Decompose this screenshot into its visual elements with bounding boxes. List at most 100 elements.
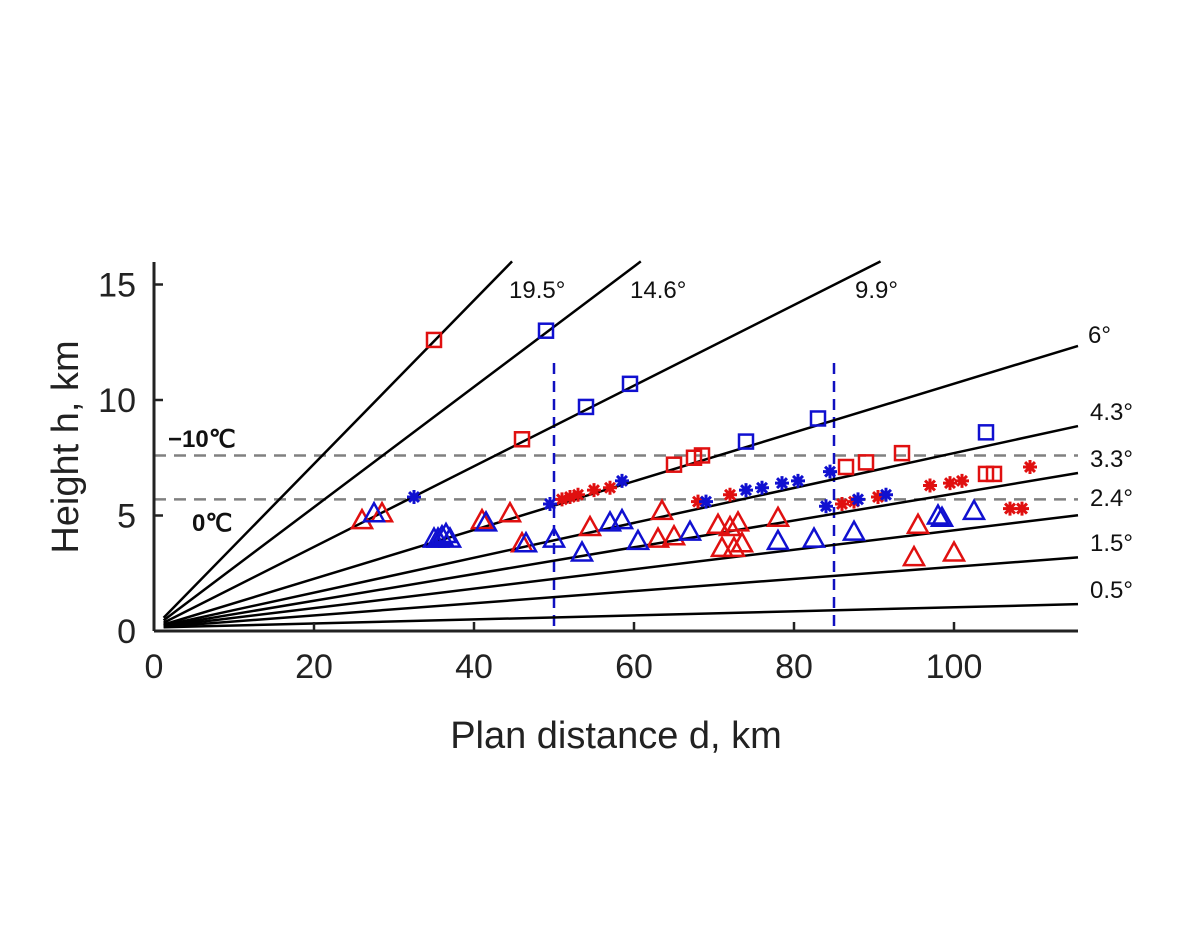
data-point-square-blue bbox=[537, 322, 555, 339]
data-point-asterisk-red bbox=[1023, 459, 1037, 474]
data-point-asterisk-blue bbox=[739, 483, 753, 498]
data-point-asterisk-blue bbox=[615, 473, 629, 488]
data-point-asterisk-blue bbox=[775, 476, 789, 491]
elevation-beam bbox=[163, 424, 1079, 627]
data-point-triangle-blue bbox=[625, 528, 651, 551]
data-point-asterisk-red bbox=[691, 494, 705, 509]
y-tick-label: 5 bbox=[117, 498, 136, 536]
data-point-asterisk-red bbox=[1003, 501, 1017, 516]
data-point-triangle-red bbox=[497, 500, 523, 523]
y-tick-label: 15 bbox=[98, 267, 136, 305]
data-point-triangle-blue bbox=[361, 500, 387, 523]
elevation-beam bbox=[163, 513, 1079, 628]
elevation-label: 1.5° bbox=[1090, 530, 1133, 557]
data-point-triangle-red bbox=[901, 544, 927, 567]
data-point-square-blue bbox=[577, 398, 595, 416]
data-point-triangle-blue bbox=[541, 526, 567, 548]
data-point-asterisk-red bbox=[835, 496, 849, 511]
data-point-triangle-red bbox=[717, 514, 743, 537]
isotherm-label: −10℃ bbox=[168, 426, 236, 453]
data-point-asterisk-blue bbox=[851, 492, 865, 507]
x-tick-label: 100 bbox=[926, 648, 983, 686]
elevation-label: 2.4° bbox=[1090, 485, 1133, 512]
x-tick-label: 0 bbox=[145, 648, 164, 686]
data-point-asterisk-red bbox=[943, 476, 957, 491]
elevation-beam bbox=[163, 260, 882, 624]
data-point-square-red bbox=[985, 465, 1003, 483]
data-point-triangle-blue bbox=[961, 498, 987, 521]
x-tick-label: 80 bbox=[775, 648, 813, 686]
data-point-square-blue bbox=[809, 410, 827, 427]
isotherm-label: 0℃ bbox=[192, 510, 232, 537]
data-point-asterisk-red bbox=[563, 490, 577, 505]
axes-layer: 0 20 40 60 80 100 0 5 10 15 bbox=[98, 262, 1078, 686]
data-point-triangle-blue bbox=[425, 526, 451, 548]
data-point-square-red bbox=[513, 431, 531, 448]
y-axis-title: Height h, km bbox=[45, 340, 87, 553]
data-point-triangle-red bbox=[469, 507, 495, 530]
data-point-asterisk-red bbox=[587, 483, 601, 498]
elevation-beam bbox=[162, 260, 642, 622]
data-point-asterisk-red bbox=[723, 487, 737, 502]
data-point-triangle-red bbox=[721, 535, 747, 558]
data-point-asterisk-red bbox=[603, 480, 617, 495]
data-point-asterisk-blue bbox=[699, 494, 713, 509]
elevation-beam bbox=[163, 471, 1079, 628]
elevation-label: 19.5° bbox=[509, 277, 565, 304]
data-point-asterisk-blue bbox=[823, 464, 837, 479]
data-point-triangle-blue bbox=[925, 502, 951, 525]
data-point-asterisk-red bbox=[571, 487, 585, 502]
data-point-asterisk-blue bbox=[543, 496, 557, 511]
elevation-label: 3.3° bbox=[1090, 446, 1133, 473]
data-point-triangle-blue bbox=[677, 519, 703, 541]
data-point-square-red bbox=[693, 447, 711, 464]
data-point-square-blue bbox=[621, 375, 639, 393]
data-point-triangle-blue bbox=[473, 509, 499, 532]
elevation-beam bbox=[162, 260, 513, 619]
data-point-asterisk-blue bbox=[819, 499, 833, 514]
y-tick-label: 10 bbox=[98, 382, 136, 420]
elevation-label: 9.9° bbox=[855, 277, 898, 304]
data-point-asterisk-blue bbox=[879, 487, 893, 502]
data-point-asterisk-red bbox=[871, 490, 885, 505]
labels-layer: −10℃ 0℃ 19.5° 14.6° 9.9° 6° 4.3° 3.3° 2.4° 1.5° 0.… bbox=[168, 277, 1133, 604]
elevation-label: 14.6° bbox=[630, 277, 686, 304]
data-point-triangle-red bbox=[705, 512, 731, 534]
data-point-square-red bbox=[837, 458, 855, 476]
data-point-triangle-red bbox=[941, 539, 967, 562]
x-tick-label: 60 bbox=[615, 648, 653, 686]
data-point-asterisk-blue bbox=[791, 473, 805, 488]
data-point-triangle-blue bbox=[801, 526, 827, 548]
data-point-triangle-blue bbox=[437, 526, 463, 548]
data-point-square-red bbox=[665, 456, 683, 473]
data-point-triangle-red bbox=[645, 526, 671, 548]
elevation-beam bbox=[163, 602, 1079, 629]
data-point-asterisk-red bbox=[555, 492, 569, 507]
elevation-beam bbox=[163, 556, 1079, 629]
data-point-square-red bbox=[857, 454, 875, 471]
data-point-triangle-blue bbox=[433, 521, 459, 544]
x-tick-label: 40 bbox=[455, 648, 493, 686]
data-point-square-blue bbox=[977, 424, 995, 441]
data-point-triangle-red bbox=[649, 498, 675, 521]
data-point-square-red bbox=[893, 444, 911, 462]
data-point-square-red bbox=[425, 331, 443, 349]
data-point-asterisk-blue bbox=[755, 480, 769, 495]
elevation-label: 4.3° bbox=[1090, 399, 1133, 426]
data-point-triangle-red bbox=[349, 507, 375, 530]
data-point-triangle-red bbox=[577, 514, 603, 537]
y-tick-label: 0 bbox=[117, 613, 136, 651]
data-point-asterisk-blue bbox=[407, 490, 421, 505]
x-tick-label: 20 bbox=[295, 648, 333, 686]
data-point-asterisk-red bbox=[1015, 501, 1029, 516]
points-layer bbox=[349, 322, 1037, 567]
data-point-square-blue bbox=[737, 433, 755, 450]
data-point-asterisk-red bbox=[923, 478, 937, 493]
lines-layer bbox=[154, 260, 1079, 631]
data-point-triangle-blue bbox=[569, 539, 595, 562]
data-point-triangle-blue bbox=[765, 528, 791, 551]
data-point-triangle-red bbox=[725, 509, 751, 532]
data-point-triangle-red bbox=[765, 505, 791, 528]
